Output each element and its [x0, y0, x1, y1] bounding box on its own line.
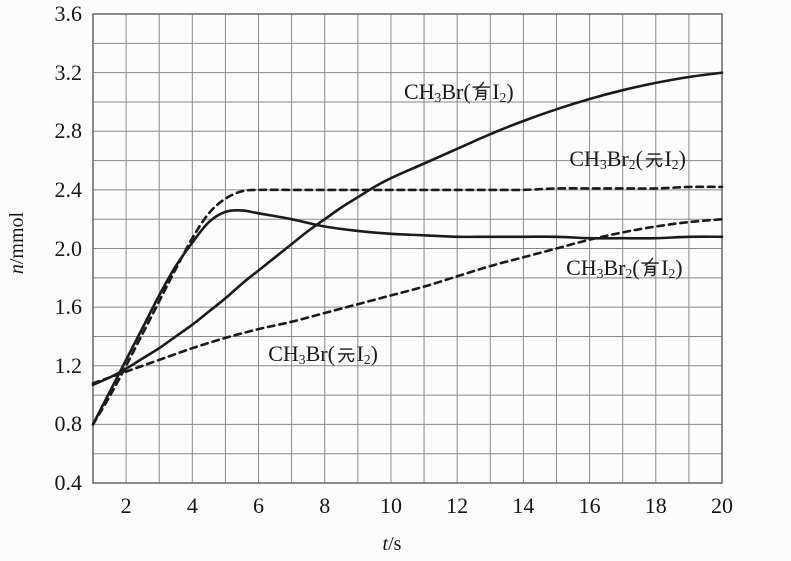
cjk-char-wu-without — [337, 348, 355, 363]
series-curve-1 — [91, 185, 724, 426]
y-tick-label: 0.4 — [54, 470, 83, 495]
label-text: ) — [675, 254, 683, 280]
x-tick-label: 12 — [446, 493, 469, 518]
curve-label: CH3Br2(I2) — [508, 145, 748, 179]
label-text: I — [492, 78, 500, 104]
x-tick-label: 8 — [319, 493, 331, 518]
series-curve-0 — [91, 71, 724, 387]
label-text: Br( — [305, 341, 335, 367]
cjk-char-you-with — [472, 81, 491, 101]
label-text: 2 — [363, 352, 371, 368]
label-text: I — [356, 341, 364, 367]
curve-label: CH3Br2(I2) — [504, 254, 744, 288]
x-axis-label: t/s — [352, 531, 432, 557]
label-text: ) — [370, 341, 378, 367]
label-text: ) — [678, 146, 686, 172]
y-tick-label: 2.0 — [54, 235, 83, 261]
label-text: CH — [566, 254, 597, 280]
label-text: 2 — [625, 265, 633, 281]
label-text: 3 — [298, 352, 306, 368]
y-tick-label: 1.2 — [54, 352, 83, 378]
curve-label: CH3Br( I2) — [203, 340, 443, 374]
x-tick-label: 6 — [253, 493, 265, 518]
label-text: 3 — [434, 89, 442, 105]
series-curve-3 — [91, 217, 724, 385]
label-text: 2 — [671, 157, 679, 173]
label-text: CH — [268, 341, 299, 367]
x-tick-label: 20 — [711, 493, 733, 518]
label-text: 3 — [596, 265, 604, 281]
label-text: Br( — [441, 78, 471, 104]
label-text: /s — [388, 533, 402, 555]
label-text: 2 — [668, 265, 676, 281]
label-text: 3 — [599, 157, 607, 173]
label-text: ( — [635, 146, 643, 172]
y-tick-label: 3.2 — [54, 59, 83, 85]
plot-border — [92, 13, 723, 484]
label-text: /mmol — [6, 211, 28, 265]
y-tick-label: 2.8 — [54, 118, 83, 144]
label-text: ( — [632, 254, 640, 280]
y-tick-label: 2.4 — [54, 176, 83, 202]
label-text: 2 — [499, 89, 507, 105]
label-text: n — [6, 264, 28, 275]
label-text: ) — [506, 78, 514, 104]
y-tick-label: 0.8 — [54, 411, 83, 437]
label-text: 2 — [628, 157, 636, 173]
label-text: Br — [606, 146, 629, 172]
y-axis-label: n/mmol — [4, 178, 30, 308]
label-text: Br — [603, 254, 626, 280]
x-tick-label: 14 — [512, 493, 535, 518]
label-text: t — [382, 533, 389, 555]
grid-lines — [92, 13, 723, 484]
x-tick-label: 2 — [120, 493, 132, 518]
y-tick-label: 1.6 — [54, 294, 83, 320]
x-tick-label: 18 — [644, 493, 667, 518]
series-curve-2 — [91, 208, 724, 426]
x-tick-label: 4 — [186, 493, 198, 518]
label-text: I — [664, 146, 672, 172]
x-tick-label: 10 — [379, 493, 402, 518]
label-text: I — [661, 254, 669, 280]
label-text: CH — [569, 146, 600, 172]
label-text: CH — [403, 78, 435, 104]
cjk-char-you-with — [641, 257, 660, 277]
cjk-char-wu-without — [645, 153, 663, 168]
x-tick-label: 16 — [578, 493, 601, 518]
y-tick-label: 3.6 — [54, 0, 83, 26]
curve-label: CH3Br( I2) — [339, 78, 579, 112]
